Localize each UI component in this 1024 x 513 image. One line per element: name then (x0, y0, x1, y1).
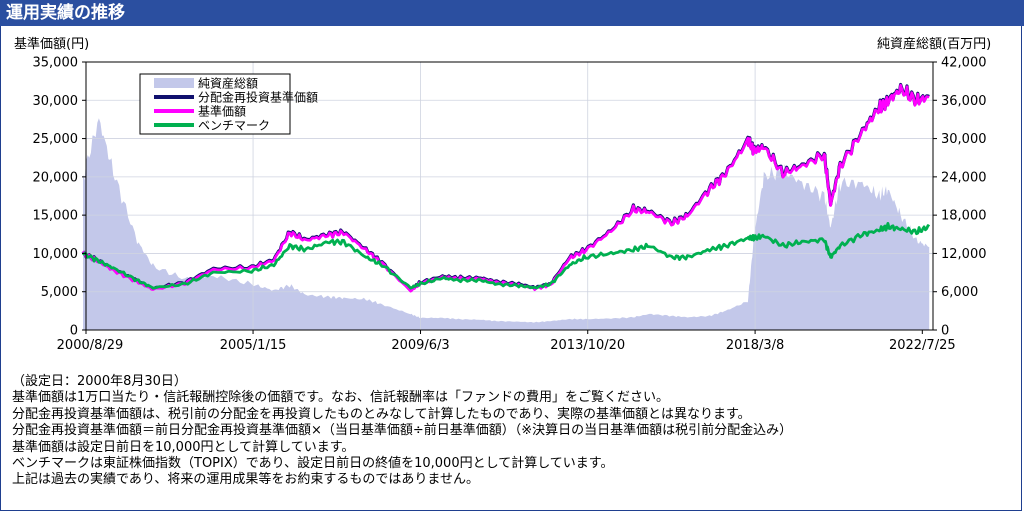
note-line: （設定日：2000年8月30日） (12, 374, 187, 389)
left-tick-label: 15,000 (33, 209, 79, 224)
right-tick-label: 42,000 (941, 56, 987, 71)
left-tick-label: 10,000 (33, 247, 79, 262)
x-tick-label: 2022/7/25 (889, 338, 956, 353)
legend-label: 基準価額 (198, 104, 246, 119)
legend-label: 純資産総額 (198, 76, 258, 91)
net-assets-area (83, 118, 930, 330)
note-line: 基準価額は1万口当たり・信託報酬控除後の価額です。なお、信託報酬率は「ファンドの… (12, 390, 669, 406)
left-tick-label: 25,000 (33, 132, 79, 147)
x-tick-label: 2005/1/15 (220, 338, 287, 353)
note-line: 基準価額は設定日前日を10,000円として計算しています。 (12, 439, 355, 455)
note-line: ベンチマークは東証株価指数（TOPIX）であり、設定日前日の終値を10,000円… (12, 456, 614, 472)
notes: （設定日：2000年8月30日） 基準価額は1万口当たり・信託報酬控除後の価額で… (12, 374, 1012, 489)
note-line: 分配金再投資基準価額＝前日分配金再投資基準価額×（当日基準価額÷前日基準価額）（… (12, 423, 793, 439)
right-tick-label: 36,000 (941, 94, 987, 109)
right-tick-label: 12,000 (941, 247, 987, 262)
right-tick-label: 30,000 (941, 132, 987, 147)
x-tick-label: 2009/6/3 (391, 338, 449, 353)
section-title: 運用実績の推移 (0, 0, 1024, 26)
right-tick-label: 24,000 (941, 170, 987, 185)
left-tick-label: 0 (70, 324, 78, 339)
legend-label: ベンチマーク (198, 119, 270, 133)
left-tick-label: 20,000 (33, 170, 79, 185)
note-line: 上記は過去の実績であり、将来の運用成果等をお約束するものではありません。 (12, 472, 479, 488)
legend-label: 分配金再投資基準価額 (198, 90, 318, 105)
right-tick-label: 6,000 (941, 285, 978, 300)
plot-border (85, 61, 934, 331)
legend-swatch (154, 78, 194, 88)
right-axis-title: 純資産総額(百万円) (877, 37, 992, 52)
left-tick-label: 5,000 (41, 285, 78, 300)
right-tick-label: 18,000 (941, 209, 987, 224)
x-tick-label: 2000/8/29 (57, 338, 124, 353)
note-line: 分配金再投資基準価額は、税引前の分配金を再投資したものとみなして計算したものであ… (12, 406, 751, 422)
left-axis-title: 基準価額(円) (14, 37, 90, 52)
benchmark-line (81, 222, 931, 290)
performance-chart: 35,000 30,000 25,000 20,000 15,000 10,000 5,00… (33, 56, 987, 354)
left-tick-label: 35,000 (33, 56, 79, 71)
x-tick-label: 2013/10/20 (550, 338, 625, 353)
x-tick-label: 2018/3/8 (726, 338, 784, 353)
right-tick-label: 0 (941, 324, 949, 339)
left-tick-label: 30,000 (33, 94, 79, 109)
